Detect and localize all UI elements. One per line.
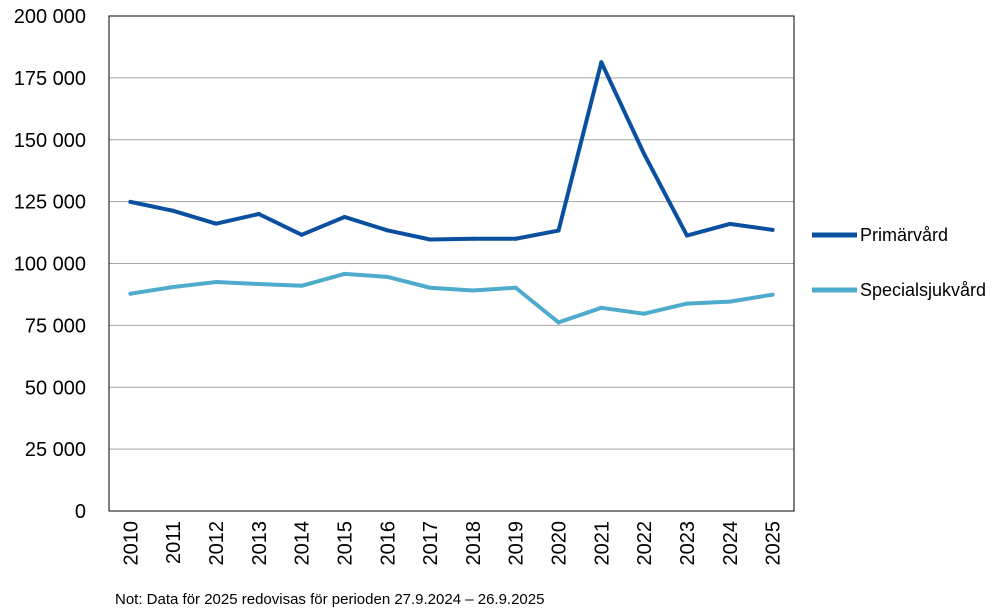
x-tick-label: 2014 [292, 521, 314, 566]
y-axis-tick-labels: 0 25 000 50 000 75 000 100 000 125 000 150 000… [14, 6, 86, 523]
data-point [599, 305, 604, 310]
legend-label-0: Primärvård [860, 225, 948, 245]
data-point [556, 228, 561, 233]
data-point [171, 285, 176, 290]
chart-note: Not: Data för 2025 redovisas för periode… [115, 591, 544, 608]
data-series [128, 60, 775, 325]
x-tick-label: 2022 [634, 521, 656, 566]
data-point [128, 291, 133, 296]
data-point [128, 199, 133, 204]
data-point [599, 60, 604, 65]
data-point [470, 236, 475, 241]
plot-area-border [108, 15, 795, 512]
x-tick-label: 2023 [677, 521, 699, 566]
data-point [770, 227, 775, 232]
legend-label-1: Specialsjukvård [860, 280, 986, 300]
legend: Primärvård Specialsjukvård [812, 225, 986, 300]
data-point [556, 320, 561, 325]
data-point [428, 237, 433, 242]
data-point [770, 292, 775, 297]
x-tick-label: 2020 [549, 521, 571, 566]
data-point [171, 208, 176, 213]
y-tick-label: 200 000 [14, 6, 86, 28]
data-point [513, 236, 518, 241]
data-point [385, 274, 390, 279]
y-tick-label: 150 000 [14, 130, 86, 152]
data-point [727, 221, 732, 226]
y-tick-label: 125 000 [14, 192, 86, 214]
series-line-0 [128, 60, 775, 242]
series-line-1 [128, 271, 775, 325]
data-point [428, 285, 433, 290]
x-tick-label: 2010 [120, 521, 142, 566]
data-point [299, 232, 304, 237]
x-tick-label: 2013 [249, 521, 271, 566]
x-tick-label: 2012 [206, 521, 228, 566]
x-tick-label: 2011 [163, 521, 185, 564]
x-tick-label: 2021 [591, 521, 613, 566]
data-point [385, 228, 390, 233]
x-tick-label: 2015 [334, 521, 356, 566]
y-tick-label: 25 000 [25, 439, 86, 461]
plot-area [108, 15, 795, 512]
x-tick-label: 2016 [377, 521, 399, 566]
data-point [642, 152, 647, 157]
y-tick-label: 75 000 [25, 315, 86, 337]
data-point [342, 271, 347, 276]
data-point [342, 214, 347, 219]
y-tick-label: 100 000 [14, 254, 86, 276]
gridlines [109, 15, 794, 450]
data-point [684, 301, 689, 306]
data-point [727, 299, 732, 304]
y-tick-label: 0 [75, 501, 86, 523]
x-tick-label: 2017 [420, 521, 442, 566]
data-point [256, 212, 261, 216]
y-tick-label: 50 000 [25, 377, 86, 399]
data-point [513, 285, 518, 290]
data-point [256, 282, 261, 287]
data-point [299, 283, 304, 288]
x-tick-label: 2018 [463, 521, 485, 566]
x-tick-label: 2024 [720, 521, 742, 566]
data-point [684, 233, 689, 238]
data-point [214, 280, 219, 285]
data-point [470, 288, 475, 293]
y-tick-label: 175 000 [14, 68, 86, 90]
data-point [214, 221, 219, 226]
data-point [642, 311, 647, 316]
x-tick-label: 2019 [506, 521, 528, 566]
x-tick-label: 2025 [763, 521, 785, 566]
x-axis-tick-labels: 2010 2011 2012 2013 2014 2015 2016 2017 2018 2019… [120, 521, 784, 566]
